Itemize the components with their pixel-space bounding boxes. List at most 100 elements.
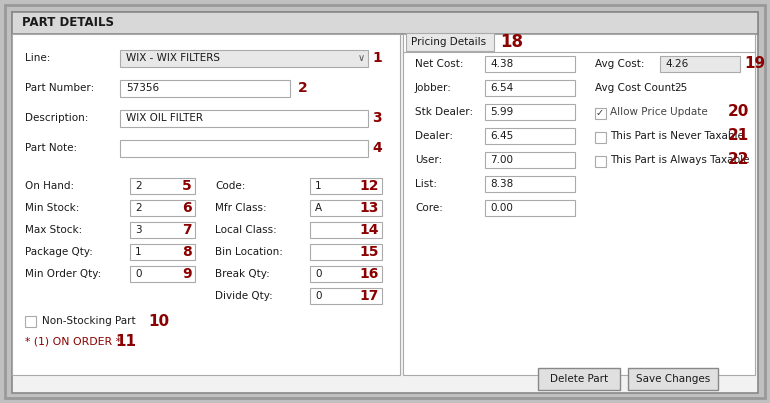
Text: 1: 1 — [315, 181, 322, 191]
Text: Pricing Details: Pricing Details — [411, 37, 486, 47]
Text: Delete Part: Delete Part — [550, 374, 608, 384]
Text: 18: 18 — [500, 33, 523, 51]
Text: PART DETAILS: PART DETAILS — [22, 17, 114, 29]
Text: 12: 12 — [360, 179, 379, 193]
Text: This Part is Never Taxable: This Part is Never Taxable — [610, 131, 744, 141]
FancyBboxPatch shape — [595, 132, 606, 143]
Text: Description:: Description: — [25, 113, 89, 123]
Text: Part Number:: Part Number: — [25, 83, 94, 93]
Text: Line:: Line: — [25, 53, 50, 63]
FancyBboxPatch shape — [130, 200, 195, 216]
Text: 21: 21 — [728, 129, 749, 143]
Text: Avg Cost Count:: Avg Cost Count: — [595, 83, 679, 93]
Text: 8.38: 8.38 — [490, 179, 514, 189]
FancyBboxPatch shape — [12, 12, 758, 393]
Text: 0: 0 — [315, 269, 322, 279]
Text: 1: 1 — [135, 247, 142, 257]
Text: 4: 4 — [372, 141, 382, 155]
Text: On Hand:: On Hand: — [25, 181, 74, 191]
Text: 15: 15 — [360, 245, 379, 259]
Text: 2: 2 — [135, 203, 142, 213]
Text: Non-Stocking Part: Non-Stocking Part — [42, 316, 136, 326]
Text: 0: 0 — [315, 291, 322, 301]
Text: 13: 13 — [360, 201, 379, 215]
FancyBboxPatch shape — [538, 368, 620, 390]
Text: A: A — [315, 203, 322, 213]
Text: Avg Cost:: Avg Cost: — [595, 59, 644, 69]
Text: 2: 2 — [298, 81, 308, 95]
Text: 3: 3 — [372, 111, 382, 125]
FancyBboxPatch shape — [406, 33, 494, 51]
FancyBboxPatch shape — [485, 80, 575, 96]
Text: ✓: ✓ — [596, 108, 604, 118]
FancyBboxPatch shape — [310, 222, 382, 238]
FancyBboxPatch shape — [485, 200, 575, 216]
FancyBboxPatch shape — [120, 50, 368, 67]
FancyBboxPatch shape — [660, 56, 740, 72]
FancyBboxPatch shape — [595, 108, 606, 119]
Text: Mfr Class:: Mfr Class: — [215, 203, 266, 213]
FancyBboxPatch shape — [130, 178, 195, 194]
Text: * (1) ON ORDER *: * (1) ON ORDER * — [25, 336, 121, 346]
Text: 6.54: 6.54 — [490, 83, 514, 93]
Text: 20: 20 — [728, 104, 749, 120]
Text: Code:: Code: — [215, 181, 246, 191]
FancyBboxPatch shape — [12, 12, 758, 34]
Text: 0: 0 — [135, 269, 142, 279]
FancyBboxPatch shape — [130, 266, 195, 282]
Text: 22: 22 — [728, 152, 749, 168]
Text: Divide Qty:: Divide Qty: — [215, 291, 273, 301]
FancyBboxPatch shape — [130, 222, 195, 238]
FancyBboxPatch shape — [310, 244, 382, 260]
Text: 57356: 57356 — [126, 83, 159, 93]
Text: Local Class:: Local Class: — [215, 225, 276, 235]
Text: WIX OIL FILTER: WIX OIL FILTER — [126, 113, 203, 123]
FancyBboxPatch shape — [485, 104, 575, 120]
Text: 2: 2 — [135, 181, 142, 191]
Text: Min Stock:: Min Stock: — [25, 203, 79, 213]
Text: 14: 14 — [360, 223, 379, 237]
FancyBboxPatch shape — [310, 288, 382, 304]
FancyBboxPatch shape — [130, 244, 195, 260]
Text: 7.00: 7.00 — [490, 155, 513, 165]
FancyBboxPatch shape — [25, 316, 36, 327]
FancyBboxPatch shape — [310, 178, 382, 194]
FancyBboxPatch shape — [120, 110, 368, 127]
Text: Package Qty:: Package Qty: — [25, 247, 93, 257]
Text: 4.38: 4.38 — [490, 59, 514, 69]
Text: Core:: Core: — [415, 203, 443, 213]
Text: 16: 16 — [360, 267, 379, 281]
Text: Min Order Qty:: Min Order Qty: — [25, 269, 101, 279]
Text: Save Changes: Save Changes — [636, 374, 710, 384]
FancyBboxPatch shape — [120, 140, 368, 157]
Text: 5: 5 — [182, 179, 192, 193]
Text: 25: 25 — [674, 83, 688, 93]
Text: Stk Dealer:: Stk Dealer: — [415, 107, 473, 117]
Text: 4.26: 4.26 — [665, 59, 688, 69]
Text: This Part is Always Taxable: This Part is Always Taxable — [610, 155, 749, 165]
FancyBboxPatch shape — [485, 152, 575, 168]
FancyBboxPatch shape — [485, 128, 575, 144]
Text: Max Stock:: Max Stock: — [25, 225, 82, 235]
Text: 19: 19 — [744, 56, 765, 71]
Text: ∨: ∨ — [358, 53, 365, 63]
Text: 10: 10 — [148, 314, 169, 328]
Text: Dealer:: Dealer: — [415, 131, 453, 141]
Text: 11: 11 — [115, 334, 136, 349]
Text: Part Note:: Part Note: — [25, 143, 77, 153]
FancyBboxPatch shape — [5, 5, 765, 398]
Text: Bin Location:: Bin Location: — [215, 247, 283, 257]
Text: Allow Price Update: Allow Price Update — [610, 107, 708, 117]
Text: List:: List: — [415, 179, 437, 189]
FancyBboxPatch shape — [12, 34, 400, 375]
Text: 3: 3 — [135, 225, 142, 235]
Text: Net Cost:: Net Cost: — [415, 59, 464, 69]
FancyBboxPatch shape — [628, 368, 718, 390]
Text: User:: User: — [415, 155, 442, 165]
Text: 1: 1 — [372, 51, 382, 65]
Text: WIX - WIX FILTERS: WIX - WIX FILTERS — [126, 53, 220, 63]
FancyBboxPatch shape — [485, 56, 575, 72]
Text: 6.45: 6.45 — [490, 131, 514, 141]
FancyBboxPatch shape — [485, 176, 575, 192]
FancyBboxPatch shape — [310, 266, 382, 282]
